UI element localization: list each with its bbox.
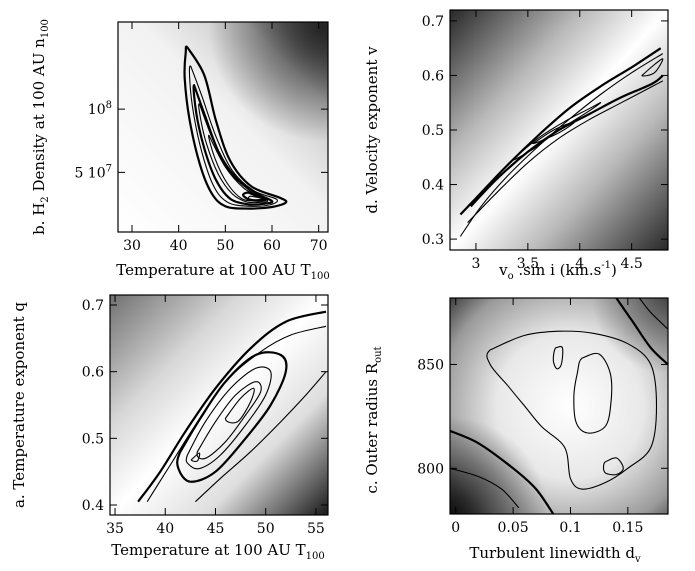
- panel-b-frame: [117, 21, 329, 233]
- panel-c-contours: [449, 297, 669, 515]
- panel-b-xtick-label: 60: [263, 238, 281, 254]
- panel-d-contour-3: [467, 80, 664, 224]
- panel-c-ytick-label: 850: [417, 357, 444, 373]
- panel-b-ylabel: b. H2 Density at 100 AU n100: [30, 19, 51, 235]
- panel-a-frame: [109, 294, 329, 516]
- panel-a-xtick-label: 55: [307, 521, 325, 537]
- panel-a-ticks: 35 40 45 50 55 0.4 0.5 0.6 0.7: [82, 295, 328, 537]
- panel-b-xtick-label: 40: [170, 238, 188, 254]
- panel-d-xtick-label: 4.5: [621, 256, 643, 272]
- panel-c-ytick-label: 800: [417, 461, 444, 477]
- panel-b-contour-1: [188, 65, 278, 207]
- panel-b-xtick-label: 50: [216, 238, 234, 254]
- panel-a-xtick-label: 40: [156, 521, 174, 537]
- panel-c-contour-6: [615, 297, 669, 366]
- panel-d-ytick-label: 0.4: [422, 178, 444, 194]
- panel-d-contour-6: [641, 58, 664, 77]
- panel-c-xlabel: Turbulent linewidth dv: [469, 544, 641, 565]
- panel-b: 30 40 50 60 70 5 107 108 Temperature at 100 AU…: [30, 19, 330, 282]
- panel-a-contour-3: [176, 351, 288, 483]
- panel-b-xlabel: Temperature at 100 AU T100: [116, 261, 330, 282]
- panel-d-xtick-label: 3: [471, 256, 480, 272]
- panel-c-contour-1: [552, 346, 564, 370]
- panel-a-xtick-label: 50: [257, 521, 275, 537]
- panel-c-xtick-label: 0: [451, 520, 460, 536]
- panel-c-contour-4: [449, 429, 555, 515]
- panel-a-ytick-label: 0.7: [82, 298, 104, 314]
- panel-a-contour-4: [185, 366, 272, 470]
- panel-c-frame: [449, 297, 669, 515]
- panel-b-contours: [183, 45, 288, 210]
- panel-a-heatmap: [110, 295, 328, 515]
- panel-c-ticks: 0 0.05 0.1 0.15 800 850: [417, 298, 668, 536]
- panel-d-contours: [459, 47, 664, 237]
- panel-c-ylabel: c. Outer radius Rout: [363, 346, 384, 493]
- panel-a-contour-0: [137, 310, 327, 503]
- panel-b-ytick-label: 108: [88, 100, 112, 118]
- panel-a-ytick-label: 0.4: [82, 498, 104, 514]
- panel-a-contour-2: [195, 371, 327, 503]
- panel-c-contour-5: [449, 467, 520, 509]
- panel-c-xtick-label: 0.15: [612, 520, 643, 536]
- panel-b-contour-6: [247, 195, 264, 201]
- panel-c: 0 0.05 0.1 0.15 800 850 Turbulent linewidth d…: [363, 297, 669, 565]
- panel-d: 3 3.5 4 4.5 0.3 0.4 0.5 0.6 0.7 vo .sin i (km.s-…: [363, 9, 669, 282]
- panel-a-contour-6: [224, 387, 255, 424]
- panel-c-xtick-label: 0.1: [559, 520, 581, 536]
- panel-a-xtick-label: 35: [106, 521, 124, 537]
- panel-d-ticks: 3 3.5 4 4.5 0.3 0.4 0.5 0.6 0.7: [422, 10, 668, 272]
- panel-a-xlabel: Temperature at 100 AU T100: [111, 541, 325, 562]
- panel-a: 35 40 45 50 55 0.4 0.5 0.6 0.7 Temperature at 10…: [10, 294, 329, 562]
- panel-b-ticks: 30 40 50 60 70 5 107 108: [74, 22, 328, 254]
- panel-a-xtick-label: 45: [207, 521, 225, 537]
- panel-c-contour-3: [602, 457, 624, 476]
- panel-d-xtick-label: 3.5: [517, 256, 539, 272]
- panel-b-contour-3: [198, 103, 269, 204]
- panel-d-contour-1: [459, 47, 662, 216]
- panel-c-heatmap-dark-upper-right: [450, 298, 668, 514]
- panel-d-ytick-label: 0.3: [422, 232, 444, 248]
- panel-b-contour-0: [183, 45, 288, 210]
- panel-a-ylabel: a. Temperature exponent q: [10, 302, 28, 508]
- panel-a-contour-5: [196, 381, 262, 460]
- panel-b-xtick-label: 70: [310, 238, 328, 254]
- panel-c-contour-2: [573, 352, 613, 434]
- panel-c-contour-0: [486, 330, 658, 490]
- panel-a-contour-7: [190, 452, 201, 462]
- panel-a-contours: [137, 310, 327, 503]
- panel-d-xtick-label: 4: [575, 256, 584, 272]
- panel-b-heatmap-dark-corner: [118, 22, 328, 232]
- panel-d-ylabel: d. Velocity exponent v: [363, 46, 381, 214]
- panel-a-ytick-label: 0.6: [82, 365, 104, 381]
- panel-d-ytick-label: 0.7: [422, 14, 444, 30]
- panel-b-ytick-label: 5 107: [74, 163, 112, 181]
- panel-a-ytick-label: 0.5: [82, 431, 104, 447]
- panel-d-contour-5: [531, 121, 576, 145]
- panel-b-xtick-label: 30: [123, 238, 141, 254]
- panel-d-xlabel: vo .sin i (km.s-1): [498, 260, 617, 282]
- panel-d-contour-4: [511, 101, 602, 161]
- panel-c-contour-7: [638, 297, 669, 330]
- panel-c-xtick-label: 0.05: [498, 520, 529, 536]
- panel-d-ytick-label: 0.5: [422, 123, 444, 139]
- panel-d-ytick-label: 0.6: [422, 68, 444, 84]
